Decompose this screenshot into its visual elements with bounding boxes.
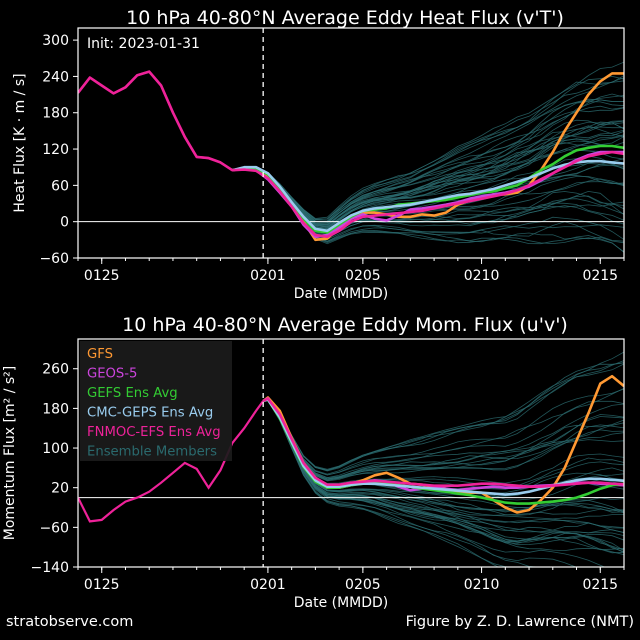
legend-entry: GEOS-5 (87, 367, 137, 382)
y-tick-label: 260 (42, 362, 69, 378)
ensemble-member-line (263, 399, 624, 551)
x-tick-label: 0205 (345, 577, 381, 593)
legend: GFS GEOS-5 GEFS Ens Avg CMC-GEPS Ens Avg FNM… (80, 341, 232, 461)
ensemble-member-line (263, 399, 624, 520)
plot-area (78, 61, 624, 253)
chart-title: 10 hPa 40-80°N Average Eddy Heat Flux (v… (126, 7, 564, 29)
ensemble-member-line (263, 399, 624, 552)
x-tick-label: 0125 (84, 577, 120, 593)
y-tick-label: −60 (39, 251, 69, 267)
x-tick-label: 0210 (464, 268, 500, 284)
legend-box (80, 341, 232, 461)
heat-flux-chart: 10 hPa 40-80°N Average Eddy Heat Flux (v… (12, 7, 625, 302)
ensemble-member-line (263, 398, 624, 481)
x-tick-label: 0125 (84, 268, 120, 284)
ensemble-member-line (232, 75, 624, 220)
series-line-fnmoc-efs-ens-avg (78, 70, 624, 239)
footer-source[interactable]: stratobserve.com (6, 614, 134, 630)
ensemble-member-line (232, 105, 624, 224)
footer-credit: Figure by Z. D. Lawrence (NMT) (405, 614, 634, 630)
ensemble-member-line (263, 399, 542, 567)
x-tick-label: 0201 (250, 268, 286, 284)
legend-entry: Ensemble Members (87, 445, 217, 460)
axes-frame (77, 338, 625, 568)
ensemble-member-line (263, 398, 624, 482)
ensemble-member-line (263, 399, 577, 567)
init-date-annotation: Init: 2023-01-31 (87, 36, 200, 52)
y-tick-label: −60 (39, 520, 69, 536)
y-tick-label: 60 (51, 178, 69, 194)
ensemble-member-line (263, 398, 624, 476)
axes-frame (77, 27, 625, 259)
x-tick-label: 0215 (582, 577, 618, 593)
legend-entry: CMC-GEPS Ens Avg (87, 406, 213, 421)
y-tick-label: 240 (42, 69, 69, 85)
y-tick-label: 180 (42, 106, 69, 122)
y-tick-label: 120 (42, 142, 69, 158)
series-line-cmc-geps-ens-avg (262, 398, 624, 496)
ensemble-member-line (263, 398, 624, 479)
y-tick-label: 20 (51, 481, 69, 497)
ensemble-member-line (263, 362, 624, 470)
x-tick-label: 0201 (250, 577, 286, 593)
ensemble-member-line (232, 95, 624, 222)
y-tick-label: 100 (42, 441, 69, 457)
ensemble-members (263, 351, 624, 567)
y-axis-label: Momentum Flux [m² / s²] (2, 366, 18, 540)
y-tick-label: 0 (60, 215, 69, 231)
momentum-flux-chart: 10 hPa 40-80°N Average Eddy Mom. Flux (u… (2, 314, 625, 611)
ensemble-member-line (263, 399, 624, 511)
ensemble-member-line (263, 388, 624, 475)
legend-entry: GEFS Ens Avg (87, 386, 178, 401)
ensemble-member-line (263, 351, 624, 471)
ensemble-member-line (263, 399, 624, 534)
y-axis-label: Heat Flux [K · m / s] (12, 73, 28, 212)
ensemble-member-line (263, 399, 500, 567)
series-line-cmc-geps-ens-avg (231, 159, 624, 233)
ensemble-member-line (263, 399, 624, 529)
legend-entry: GFS (87, 347, 113, 362)
y-tick-label: 300 (42, 33, 69, 49)
chart-title: 10 hPa 40-80°N Average Eddy Mom. Flux (u… (122, 314, 568, 336)
x-axis-label: Date (MMDD) (294, 595, 389, 611)
legend-entry: FNMOC-EFS Ens Avg (87, 425, 221, 440)
y-tick-label: 180 (42, 401, 69, 417)
x-tick-label: 0215 (582, 268, 618, 284)
x-tick-label: 0205 (345, 268, 381, 284)
x-axis-label: Date (MMDD) (294, 286, 389, 302)
ensemble-member-line (263, 399, 606, 567)
ensemble-member-line (263, 398, 624, 480)
y-tick-label: −140 (31, 560, 69, 576)
observed-line (78, 400, 265, 523)
x-tick-label: 0210 (464, 577, 500, 593)
series-line-fnmoc-efs-ens-avg (262, 397, 624, 488)
plot-area (78, 351, 624, 567)
ensemble-member-line (232, 98, 624, 222)
